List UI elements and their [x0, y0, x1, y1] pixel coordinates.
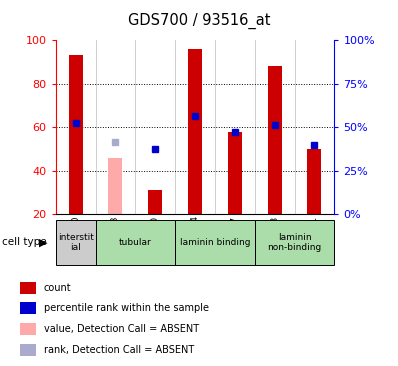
Text: GDS700 / 93516_at: GDS700 / 93516_at — [128, 13, 270, 29]
Bar — [20, 344, 36, 356]
Text: tubular: tubular — [119, 238, 152, 247]
Bar — [96, 220, 175, 265]
Bar — [175, 220, 255, 265]
Bar — [69, 56, 83, 214]
Bar — [56, 220, 96, 265]
Text: cell type: cell type — [2, 237, 47, 247]
Text: rank, Detection Call = ABSENT: rank, Detection Call = ABSENT — [44, 345, 194, 355]
Bar — [267, 66, 281, 214]
Bar — [255, 220, 334, 265]
Bar — [188, 49, 202, 214]
Bar — [20, 302, 36, 314]
Text: laminin binding: laminin binding — [179, 238, 250, 247]
Text: percentile rank within the sample: percentile rank within the sample — [44, 303, 209, 313]
Text: ▶: ▶ — [39, 237, 47, 247]
Bar — [307, 149, 321, 214]
Bar — [228, 131, 242, 214]
Text: laminin
non-binding: laminin non-binding — [267, 233, 322, 252]
Bar — [108, 158, 123, 214]
Bar — [148, 190, 162, 214]
Text: interstit
ial: interstit ial — [58, 233, 94, 252]
Text: count: count — [44, 283, 71, 293]
Bar — [20, 281, 36, 294]
Text: value, Detection Call = ABSENT: value, Detection Call = ABSENT — [44, 324, 199, 334]
Bar — [20, 323, 36, 335]
